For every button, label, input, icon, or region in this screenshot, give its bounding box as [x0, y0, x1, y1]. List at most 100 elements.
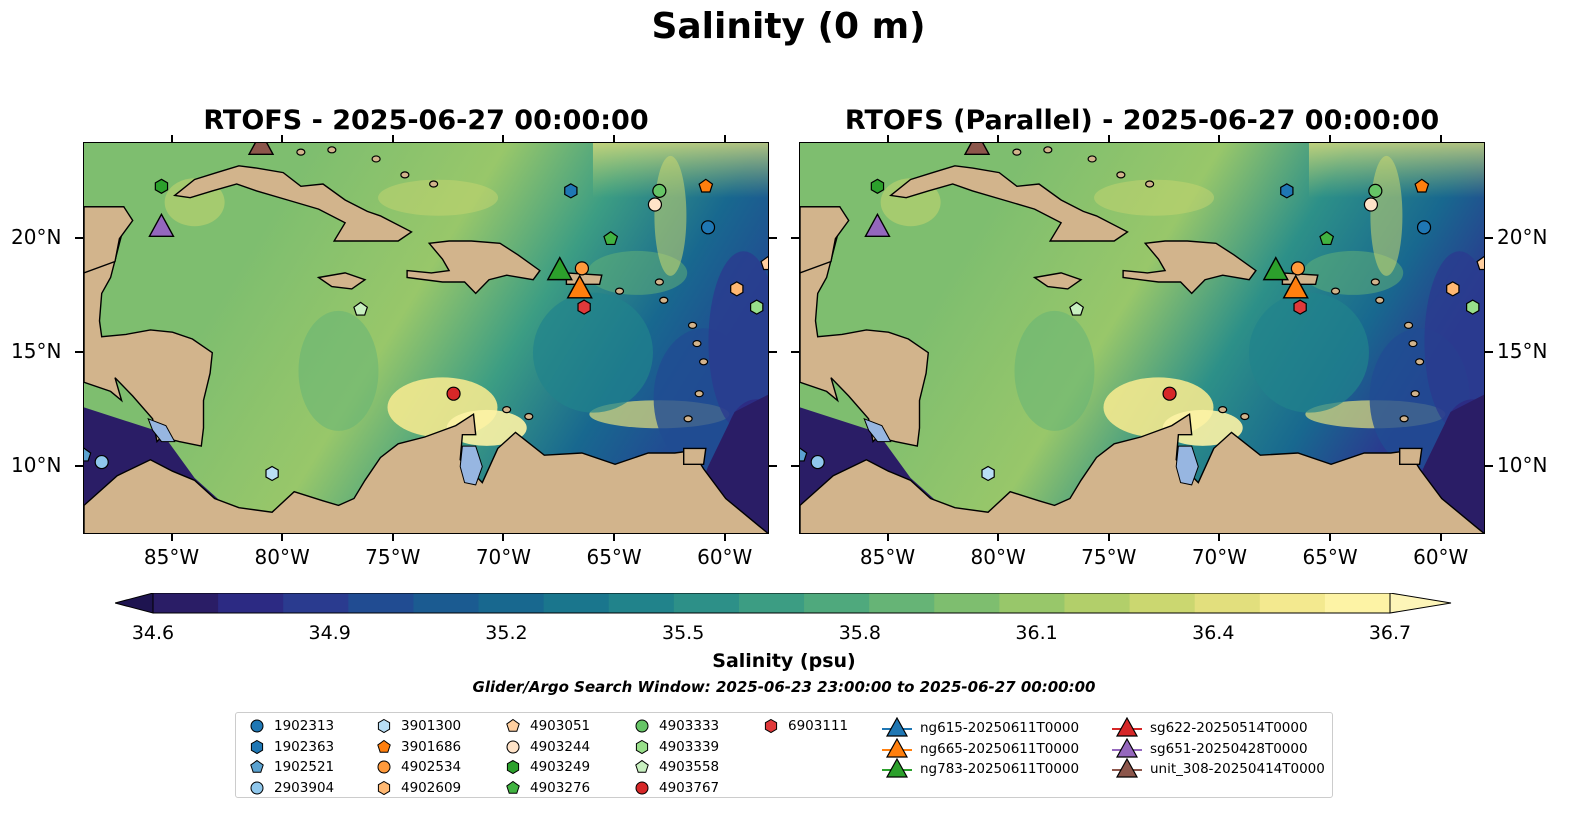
legend-label: 4903051 [530, 718, 591, 734]
legend: 1902313 1902363 1902521 2903904 3901300 39016… [235, 712, 1333, 798]
legend-label: sg651-20250428T0000 [1150, 740, 1308, 757]
argo-marker-4902609 [1446, 281, 1460, 297]
colorbar-segment [804, 593, 870, 613]
legend-item-3901686: 3901686 [373, 738, 461, 756]
lon-tick-label: 65°W [1302, 545, 1358, 569]
legend-label: 4903276 [530, 779, 591, 796]
small-island [1403, 321, 1414, 329]
legend-item-2903904: 2903904 [246, 779, 334, 797]
lon-tick-mark [997, 534, 1000, 541]
argo-marker-4903051 [1476, 256, 1484, 271]
small-island [1043, 146, 1053, 154]
argo-marker-4903767 [1162, 386, 1177, 401]
legend-label: unit_308-20250414T0000 [1150, 761, 1325, 777]
salinity-feature [1014, 310, 1095, 431]
colorbar-segment [738, 593, 805, 613]
glider-marker-ng783-20250611T0000 [1262, 256, 1289, 281]
colorbar-segment [413, 593, 480, 613]
lat-tick-mark [75, 350, 83, 353]
hexagon-icon [635, 739, 649, 754]
salinity-feature [654, 155, 687, 276]
legend-item-ng783-20250611T0000: ng783-20250611T0000 [880, 758, 1079, 780]
salinity-feature [1424, 251, 1484, 432]
salinity-feature [532, 292, 653, 413]
land-cuba [173, 165, 413, 242]
legend-label: 1902313 [274, 718, 335, 734]
legend-item-4902534: 4902534 [373, 758, 461, 776]
salinity-feature [708, 251, 768, 432]
triangle-marker-icon [882, 737, 912, 758]
lon-tick-label: 60°W [697, 545, 753, 569]
small-island [1375, 296, 1385, 304]
argo-marker-4903339 [750, 299, 764, 315]
lon-tick-mark [1218, 135, 1221, 142]
hexagon-icon [377, 780, 391, 795]
small-island [659, 296, 669, 304]
glider-marker-unit_308-20250414T0000 [963, 143, 991, 155]
lon-tick-label: 75°W [1081, 545, 1137, 569]
lon-tick-mark [1439, 135, 1442, 142]
salinity-feature [1370, 155, 1403, 276]
land-hispaniola [1122, 240, 1257, 295]
land-central-america [800, 412, 1484, 533]
lat-tick-mark [75, 464, 83, 467]
small-island [371, 155, 381, 163]
lon-tick-mark [391, 135, 394, 142]
argo-marker-4903558 [353, 301, 369, 316]
legend-item-4902609: 4902609 [373, 779, 461, 797]
argo-marker-4903276 [603, 230, 619, 246]
lon-tick-label: 60°W [1413, 545, 1469, 569]
colorbar-tick-label: 34.9 [308, 622, 351, 644]
lake-nicaragua [147, 417, 176, 443]
salinity-feature [1094, 179, 1215, 216]
argo-marker-1902363 [1280, 183, 1294, 199]
panel-title-right: RTOFS (Parallel) - 2025-06-27 00:00:00 [844, 105, 1440, 136]
legend-label: 4903249 [530, 759, 591, 775]
glider-marker-unit_308-20250414T0000 [247, 143, 275, 155]
lon-tick-mark [613, 534, 616, 541]
hexagon-icon [764, 718, 778, 734]
legend-item-4903249: 4903249 [502, 758, 590, 776]
legend-item-4903767: 4903767 [631, 779, 719, 797]
lon-tick-label: 80°W [254, 545, 310, 569]
legend-item-ng615-20250611T0000: ng615-20250611T0000 [880, 717, 1079, 739]
legend-label: 4902534 [401, 759, 462, 775]
legend-item-sg651-20250428T0000: sg651-20250428T0000 [1110, 737, 1308, 760]
lat-tick-mark [1485, 464, 1493, 467]
glider-marker-sg651-20250428T0000 [148, 212, 175, 238]
figure-suptitle: Salinity (0 m) [651, 6, 926, 47]
colorbar-tick-label: 34.6 [131, 622, 175, 644]
legend-label: ng783-20250611T0000 [920, 761, 1080, 777]
argo-marker-4903276 [1319, 230, 1335, 246]
lon-tick-mark [997, 135, 1000, 142]
lon-tick-mark [391, 534, 394, 541]
small-island [296, 148, 306, 156]
colorbar-segment [1194, 593, 1261, 613]
legend-item-sg622-20250514T0000: sg622-20250514T0000 [1110, 717, 1308, 739]
lat-tick-label: 20°N [1497, 224, 1548, 249]
circle-icon [250, 719, 264, 733]
argo-marker-3901300 [981, 465, 995, 482]
glider-marker-sg651-20250428T0000 [864, 212, 891, 238]
colorbar-label: Salinity (psu) [712, 650, 856, 672]
legend-item-ng665-20250611T0000: ng665-20250611T0000 [880, 737, 1079, 760]
colorbar-segment [999, 593, 1066, 613]
lat-tick-mark [1485, 350, 1493, 353]
land-trinidad [1399, 447, 1423, 465]
lat-tick-label: 20°N [11, 224, 62, 249]
legend-label: 6903111 [788, 718, 849, 734]
land-hispaniola [406, 240, 541, 295]
small-island [694, 390, 704, 398]
colorbar-segment [1324, 593, 1391, 613]
lon-tick-mark [723, 534, 726, 541]
small-island [654, 278, 664, 286]
map-svg-right [800, 143, 1484, 533]
legend-label: 2903904 [274, 779, 335, 796]
colorbar-frame [152, 593, 1391, 614]
legend-label: 4903767 [659, 779, 720, 796]
argo-marker-4902609 [730, 281, 744, 297]
lat-tick-label: 10°N [1497, 452, 1548, 477]
circle-icon [377, 760, 391, 774]
triangle-marker-icon [1112, 737, 1142, 758]
colorbar-segment [608, 593, 675, 613]
